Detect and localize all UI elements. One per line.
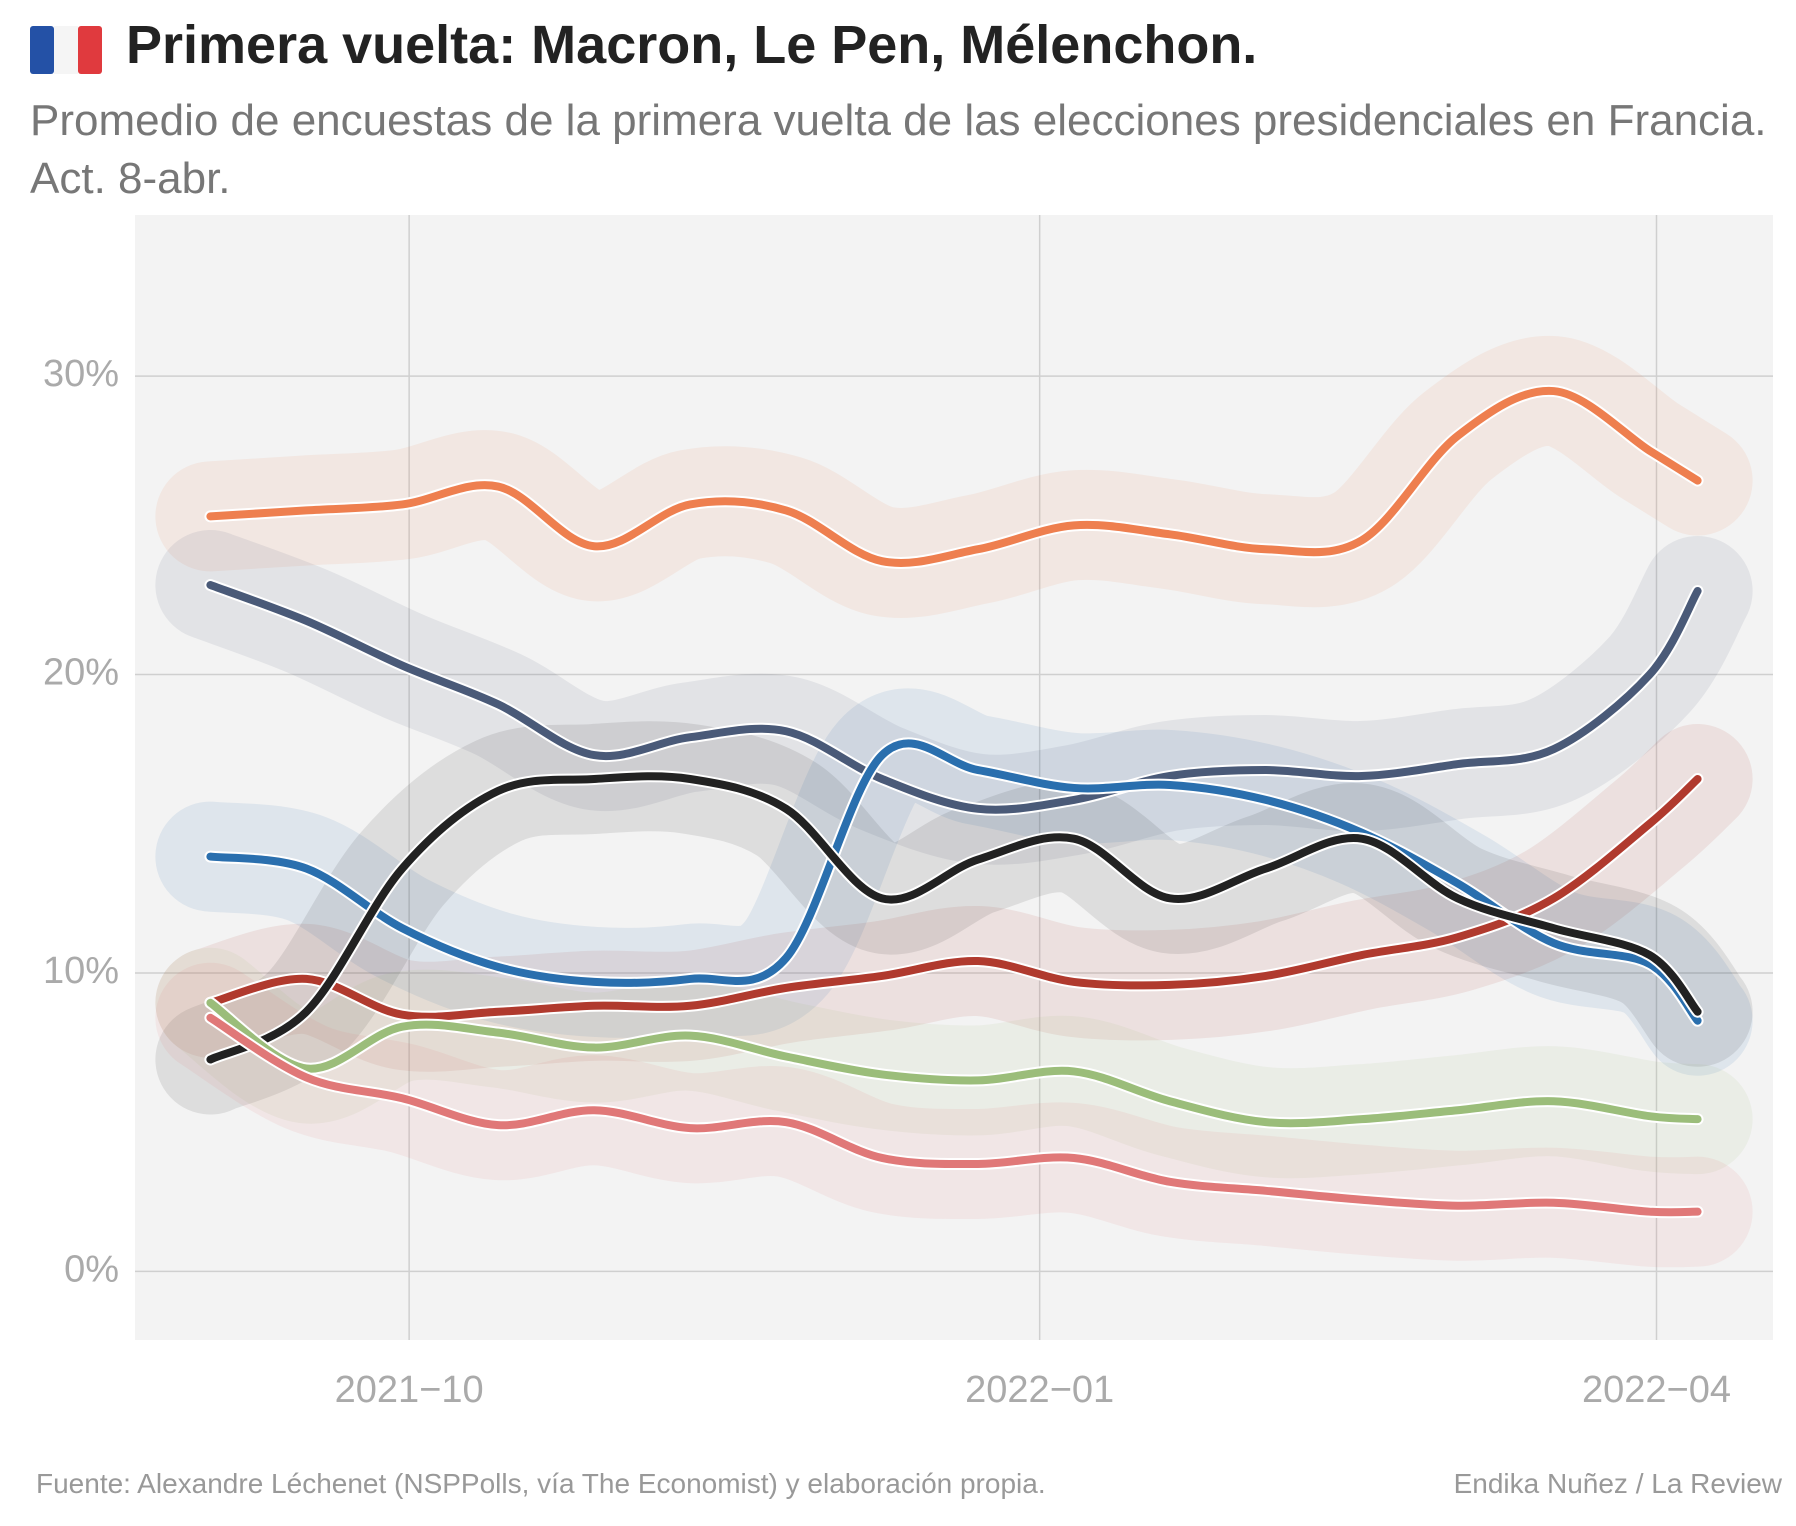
y-tick-label: 0% (64, 1248, 119, 1290)
series-line (206, 581, 1702, 814)
flag (30, 26, 102, 74)
series-line (206, 772, 1702, 1064)
x-tick-label: 2022−01 (965, 1369, 1114, 1411)
series-line (206, 998, 1702, 1128)
y-tick-label: 20% (43, 652, 119, 694)
chart-subtitle: Promedio de encuestas de la primera vuel… (30, 96, 1767, 203)
chart-title: Primera vuelta: Macron, Le Pen, Mélencho… (126, 15, 1258, 75)
series-line (206, 386, 1702, 567)
x-tick-label: 2022−04 (1582, 1369, 1731, 1411)
y-tick-label: 30% (43, 353, 119, 395)
series-line (206, 774, 1702, 1021)
x-tick-label: 2021−10 (335, 1369, 484, 1411)
series-line (206, 739, 1702, 1025)
lines (204, 384, 1704, 1219)
source-note: Fuente: Alexandre Léchenet (NSPPolls, ví… (36, 1468, 1046, 1499)
y-tick-label: 10% (43, 950, 119, 992)
series-line (206, 1013, 1702, 1217)
credit-note: Endika Nuñez / La Review (1453, 1468, 1782, 1499)
